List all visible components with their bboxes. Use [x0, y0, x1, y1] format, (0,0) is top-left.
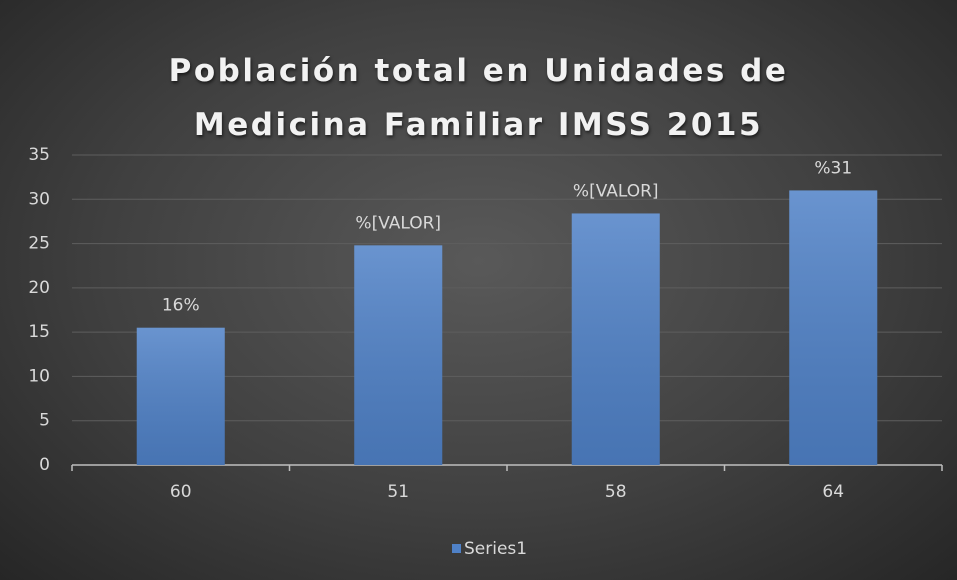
chart-title: Población total en Unidades de Medicina … — [168, 53, 789, 143]
y-tick-label: 25 — [28, 234, 50, 254]
x-tick-label: 51 — [387, 482, 409, 502]
y-tick-label: 20 — [28, 278, 50, 298]
data-label: %31 — [814, 158, 852, 178]
y-tick-label: 5 — [39, 411, 50, 431]
bar-shade — [136, 327, 225, 465]
data-label: %[VALOR] — [355, 213, 441, 233]
x-tick-label: 60 — [170, 482, 192, 502]
x-tick-label: 64 — [822, 482, 844, 502]
legend-swatch — [452, 544, 461, 553]
y-tick-label: 30 — [28, 189, 50, 209]
bar-shade — [571, 213, 660, 465]
x-tick-label: 58 — [605, 482, 627, 502]
y-tick-label: 10 — [28, 366, 50, 386]
y-tick-label: 0 — [39, 455, 50, 475]
legend-label: Series1 — [464, 539, 527, 559]
y-tick-label: 15 — [28, 322, 50, 342]
data-label: %[VALOR] — [573, 181, 659, 201]
data-label: 16% — [162, 296, 200, 316]
bar-shade — [789, 190, 878, 465]
bar-shade — [354, 245, 443, 465]
y-tick-label: 35 — [28, 145, 50, 165]
